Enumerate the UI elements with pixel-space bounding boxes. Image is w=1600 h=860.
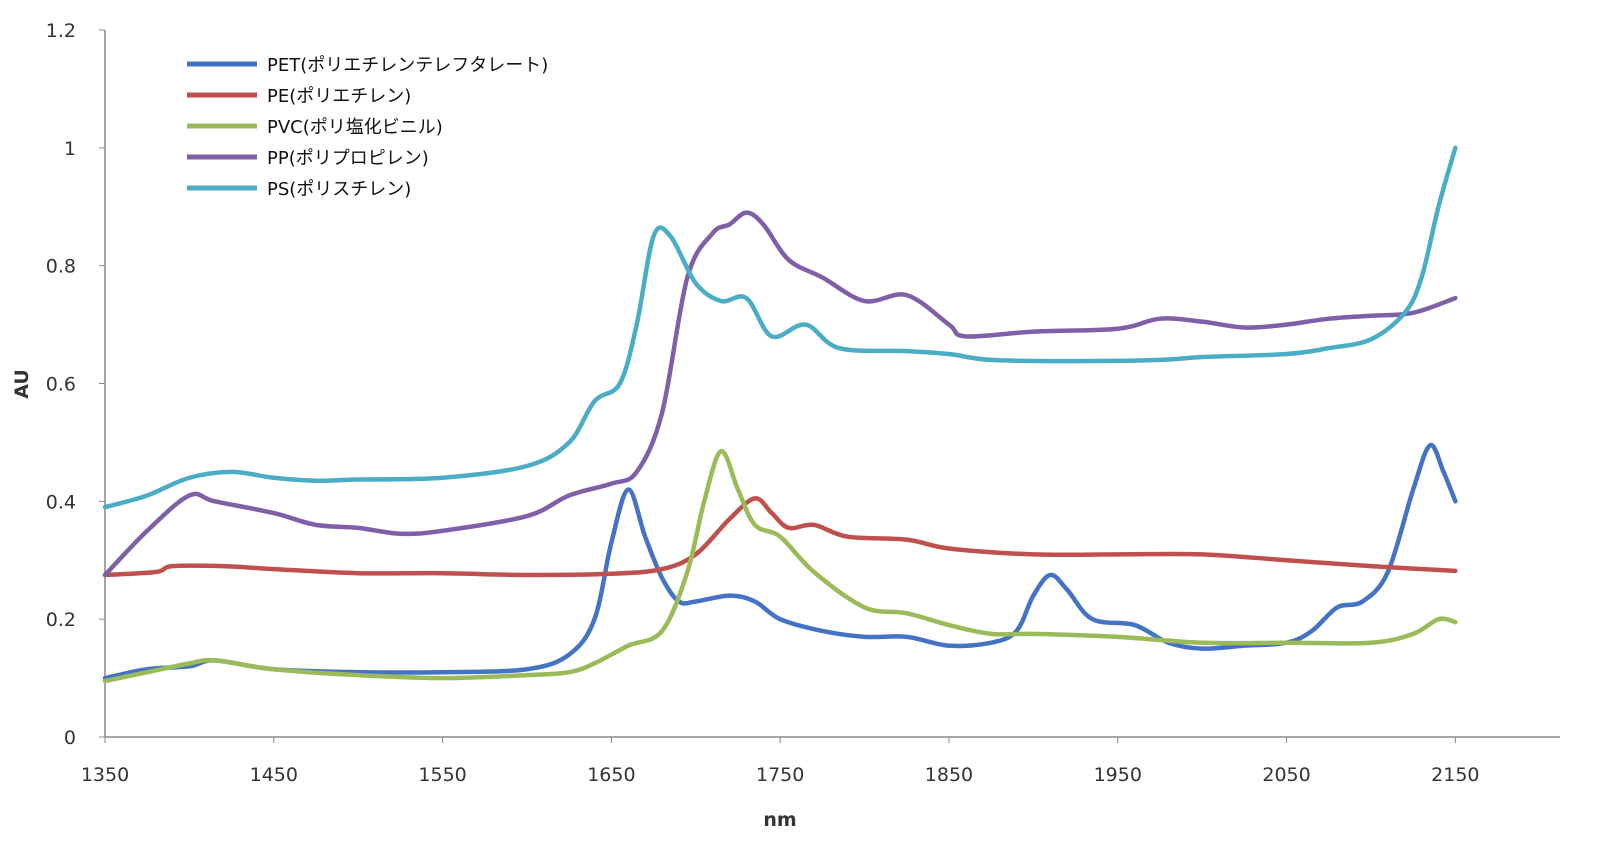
series-line-pp (102, 210, 1458, 578)
series-line-pe (102, 496, 1458, 578)
legend: PET(ポリエチレンテレフタレート) PE(ポリエチレン) PVC(ポリ塩化ビニル)… (187, 55, 548, 200)
y-tick-label: 0.2 (46, 609, 76, 631)
x-tick-label: 1650 (587, 764, 635, 786)
y-tick-label: 0 (64, 727, 76, 749)
legend-label: PS(ポリスチレン) (267, 179, 411, 200)
x-tick-label: 1550 (418, 764, 466, 786)
x-tick-label: 2050 (1262, 764, 1310, 786)
y-tick-label: 1.2 (46, 20, 76, 42)
series-lines (102, 145, 1458, 684)
x-tick-label: 1850 (925, 764, 973, 786)
y-tick-label: 0.4 (46, 491, 76, 513)
y-tick-label: 0.6 (46, 374, 76, 396)
x-tick-label: 1350 (81, 764, 129, 786)
x-axis-label: nm (763, 809, 796, 831)
axes: 1350 1450 1550 1650 1750 1850 1950 2050 2150 0 0.2… (46, 20, 1560, 786)
legend-label: PET(ポリエチレンテレフタレート) (267, 55, 548, 76)
legend-label: PVC(ポリ塩化ビニル) (267, 117, 443, 138)
series-line-pvc (102, 449, 1458, 684)
legend-label: PP(ポリプロピレン) (267, 148, 429, 169)
y-tick-label: 1 (64, 138, 76, 160)
x-tick-label: 1750 (756, 764, 804, 786)
x-tick-label: 1450 (250, 764, 298, 786)
series-line-pet (102, 443, 1458, 681)
x-tick-label: 1950 (1094, 764, 1142, 786)
y-tick-label: 0.8 (46, 256, 76, 278)
legend-label: PE(ポリエチレン) (267, 86, 411, 107)
series-line-ps (102, 145, 1458, 510)
x-tick-label: 2150 (1431, 764, 1479, 786)
y-axis-label: AU (11, 369, 33, 399)
